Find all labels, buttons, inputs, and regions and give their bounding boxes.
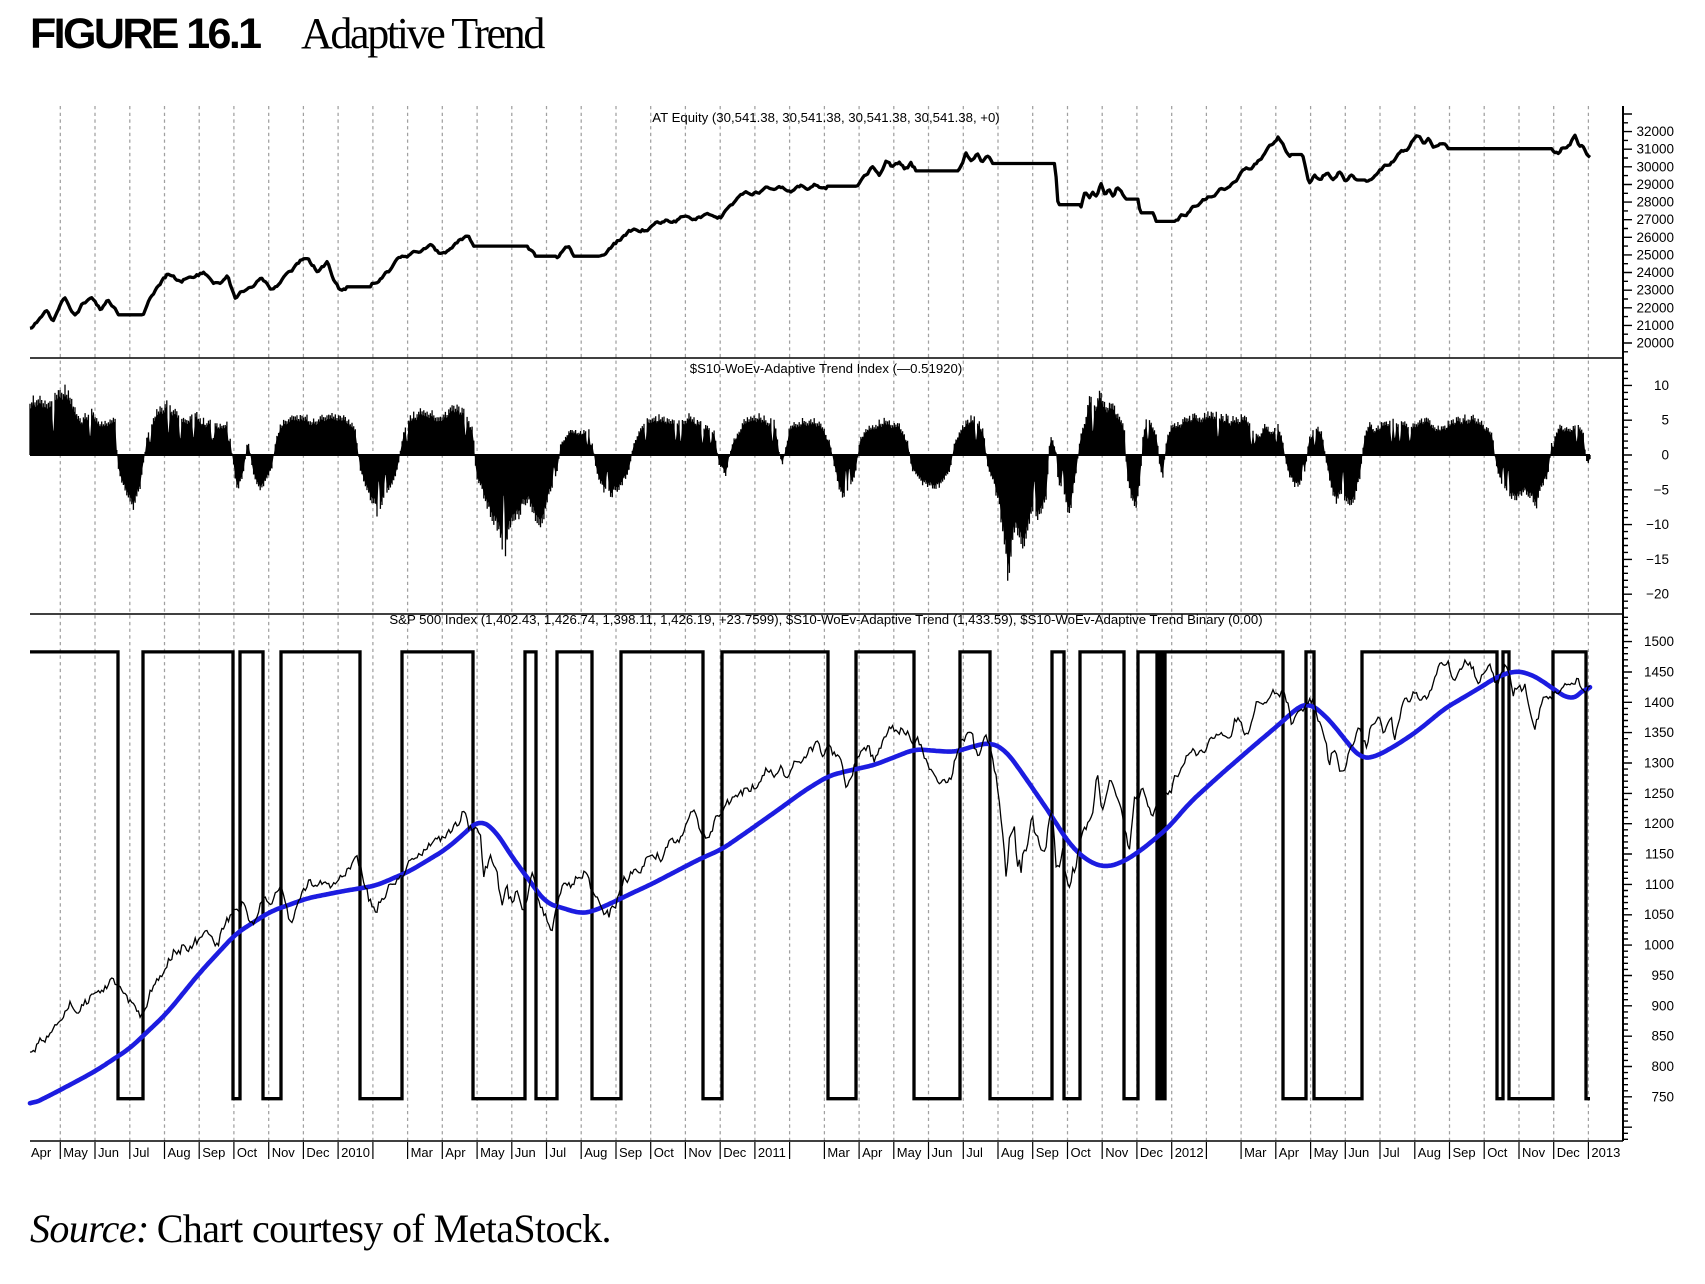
svg-text:31000: 31000 xyxy=(1636,142,1674,157)
svg-text:30000: 30000 xyxy=(1636,159,1674,174)
svg-text:Oct: Oct xyxy=(654,1145,675,1160)
svg-text:23000: 23000 xyxy=(1636,283,1674,298)
svg-text:1100: 1100 xyxy=(1645,877,1674,892)
svg-text:Sep: Sep xyxy=(619,1145,642,1160)
svg-text:26000: 26000 xyxy=(1636,230,1674,245)
svg-text:Jun: Jun xyxy=(515,1145,536,1160)
svg-text:$S10-WoEv-Adaptive Trend Index: $S10-WoEv-Adaptive Trend Index (—0.51920… xyxy=(690,361,962,376)
svg-text:1200: 1200 xyxy=(1644,816,1674,831)
svg-text:850: 850 xyxy=(1651,1029,1674,1044)
svg-text:5: 5 xyxy=(1661,413,1669,428)
svg-text:Aug: Aug xyxy=(584,1145,607,1160)
svg-text:Apr: Apr xyxy=(862,1145,883,1160)
svg-text:Oct: Oct xyxy=(1071,1145,1092,1160)
svg-text:Jul: Jul xyxy=(133,1145,150,1160)
svg-text:Mar: Mar xyxy=(1244,1145,1267,1160)
svg-text:Dec: Dec xyxy=(1557,1145,1581,1160)
svg-text:Nov: Nov xyxy=(272,1145,296,1160)
svg-text:1250: 1250 xyxy=(1644,786,1674,801)
svg-text:0: 0 xyxy=(1661,448,1669,463)
svg-text:May: May xyxy=(897,1145,922,1160)
svg-text:1450: 1450 xyxy=(1644,665,1674,680)
svg-text:2012: 2012 xyxy=(1175,1145,1204,1160)
svg-text:May: May xyxy=(480,1145,505,1160)
svg-text:Aug: Aug xyxy=(1001,1145,1024,1160)
svg-text:Mar: Mar xyxy=(411,1145,434,1160)
svg-text:S&P 500 Index (1,402.43, 1,426: S&P 500 Index (1,402.43, 1,426.74, 1,398… xyxy=(389,612,1262,627)
svg-text:−20: −20 xyxy=(1646,587,1669,602)
svg-text:Jul: Jul xyxy=(1383,1145,1400,1160)
svg-text:750: 750 xyxy=(1651,1089,1674,1104)
svg-text:Sep: Sep xyxy=(1453,1145,1476,1160)
svg-text:Jun: Jun xyxy=(932,1145,953,1160)
svg-text:Sep: Sep xyxy=(202,1145,225,1160)
svg-text:2010: 2010 xyxy=(341,1145,370,1160)
svg-text:−5: −5 xyxy=(1654,482,1669,497)
svg-text:10: 10 xyxy=(1654,378,1669,393)
svg-text:28000: 28000 xyxy=(1636,195,1674,210)
svg-text:Oct: Oct xyxy=(237,1145,258,1160)
svg-text:Jul: Jul xyxy=(966,1145,983,1160)
svg-text:25000: 25000 xyxy=(1636,247,1674,262)
svg-text:Nov: Nov xyxy=(1105,1145,1129,1160)
svg-text:May: May xyxy=(63,1145,88,1160)
svg-text:1300: 1300 xyxy=(1644,756,1674,771)
svg-text:Nov: Nov xyxy=(688,1145,712,1160)
svg-text:Apr: Apr xyxy=(31,1145,52,1160)
svg-text:20000: 20000 xyxy=(1636,336,1674,351)
svg-text:1150: 1150 xyxy=(1645,847,1674,862)
svg-text:Aug: Aug xyxy=(1418,1145,1441,1160)
svg-text:−10: −10 xyxy=(1646,517,1669,532)
svg-text:21000: 21000 xyxy=(1636,318,1674,333)
svg-text:Oct: Oct xyxy=(1487,1145,1508,1160)
svg-text:29000: 29000 xyxy=(1636,177,1674,192)
svg-text:1050: 1050 xyxy=(1644,907,1674,922)
svg-text:Apr: Apr xyxy=(1279,1145,1300,1160)
svg-text:Dec: Dec xyxy=(723,1145,747,1160)
svg-text:24000: 24000 xyxy=(1636,265,1674,280)
svg-text:Jun: Jun xyxy=(98,1145,119,1160)
svg-text:−15: −15 xyxy=(1646,552,1669,567)
svg-text:800: 800 xyxy=(1651,1059,1674,1074)
svg-text:Sep: Sep xyxy=(1036,1145,1059,1160)
svg-text:Mar: Mar xyxy=(827,1145,850,1160)
svg-text:Apr: Apr xyxy=(445,1145,466,1160)
svg-text:May: May xyxy=(1314,1145,1339,1160)
svg-text:32000: 32000 xyxy=(1636,124,1674,139)
svg-text:Jul: Jul xyxy=(550,1145,567,1160)
svg-text:2013: 2013 xyxy=(1591,1145,1620,1160)
svg-text:Dec: Dec xyxy=(306,1145,330,1160)
svg-text:Aug: Aug xyxy=(168,1145,191,1160)
svg-text:27000: 27000 xyxy=(1636,212,1674,227)
svg-text:Jun: Jun xyxy=(1348,1145,1369,1160)
svg-text:1350: 1350 xyxy=(1644,725,1674,740)
svg-text:2011: 2011 xyxy=(758,1145,786,1160)
svg-text:900: 900 xyxy=(1651,998,1674,1013)
svg-text:Nov: Nov xyxy=(1522,1145,1546,1160)
svg-text:1000: 1000 xyxy=(1644,938,1674,953)
svg-text:AT Equity (30,541.38, 30,541.3: AT Equity (30,541.38, 30,541.38, 30,541.… xyxy=(652,110,999,125)
svg-text:950: 950 xyxy=(1651,968,1674,983)
svg-text:Dec: Dec xyxy=(1140,1145,1164,1160)
svg-text:1500: 1500 xyxy=(1644,634,1674,649)
svg-text:1400: 1400 xyxy=(1644,695,1674,710)
svg-text:22000: 22000 xyxy=(1636,300,1674,315)
